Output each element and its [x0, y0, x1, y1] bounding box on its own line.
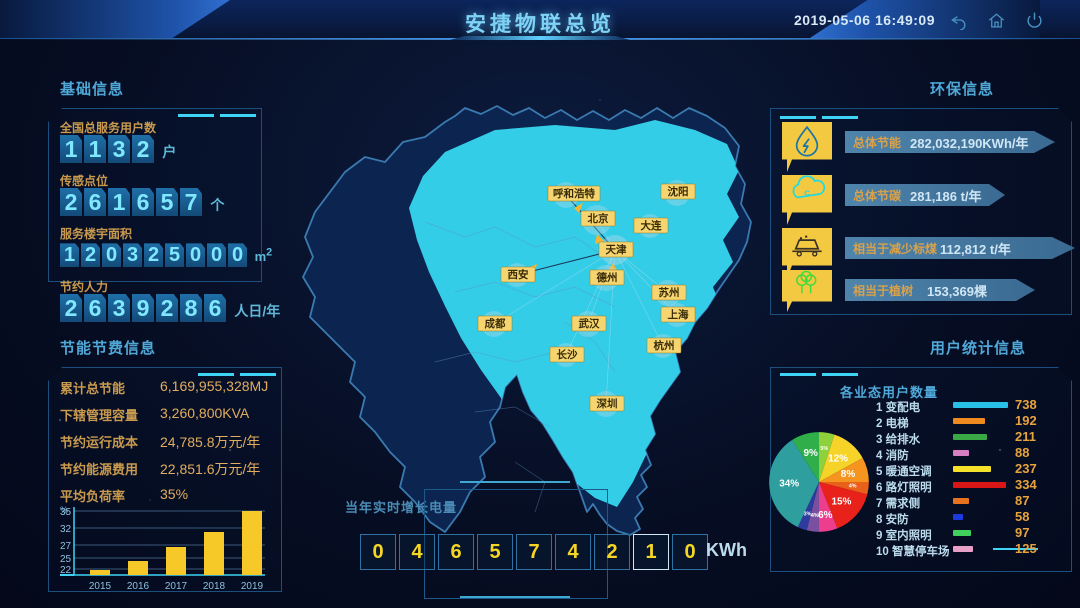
svg-text:4%: 4%	[811, 513, 819, 519]
svg-text:大连: 大连	[641, 219, 662, 232]
svg-text:武汉: 武汉	[579, 317, 600, 330]
svg-text:3%: 3%	[804, 511, 812, 517]
svg-text:上海: 上海	[668, 308, 689, 321]
svg-text:4%: 4%	[849, 484, 857, 490]
svg-text:35: 35	[60, 507, 72, 518]
svg-text:杭州: 杭州	[654, 339, 675, 352]
svg-text:呼和浩特: 呼和浩特	[553, 187, 595, 200]
svg-text:成都: 成都	[485, 317, 506, 330]
svg-text:长沙: 长沙	[557, 348, 578, 361]
svg-text:2015: 2015	[89, 581, 112, 592]
svg-text:27: 27	[60, 541, 72, 552]
svg-text:沈阳: 沈阳	[668, 185, 689, 198]
svg-text:北京: 北京	[588, 212, 609, 225]
svg-text:天津: 天津	[606, 243, 627, 256]
svg-text:34%: 34%	[779, 479, 799, 490]
svg-text:2018: 2018	[203, 581, 226, 592]
svg-text:德州: 德州	[596, 271, 618, 284]
svg-text:15%: 15%	[831, 496, 851, 507]
svg-text:25: 25	[60, 554, 72, 565]
svg-text:12%: 12%	[828, 454, 848, 465]
svg-text:苏州: 苏州	[659, 286, 680, 299]
svg-text:西安: 西安	[508, 268, 529, 281]
svg-text:2017: 2017	[165, 581, 188, 592]
svg-text:2016: 2016	[127, 581, 150, 592]
svg-text:8%: 8%	[841, 469, 856, 480]
svg-text:5%: 5%	[820, 446, 828, 452]
svg-text:32: 32	[60, 524, 72, 535]
svg-text:C: C	[804, 189, 810, 198]
svg-text:6%: 6%	[818, 510, 833, 521]
svg-text:深圳: 深圳	[597, 397, 618, 410]
svg-text:2019: 2019	[241, 581, 264, 592]
svg-text:9%: 9%	[803, 448, 818, 459]
